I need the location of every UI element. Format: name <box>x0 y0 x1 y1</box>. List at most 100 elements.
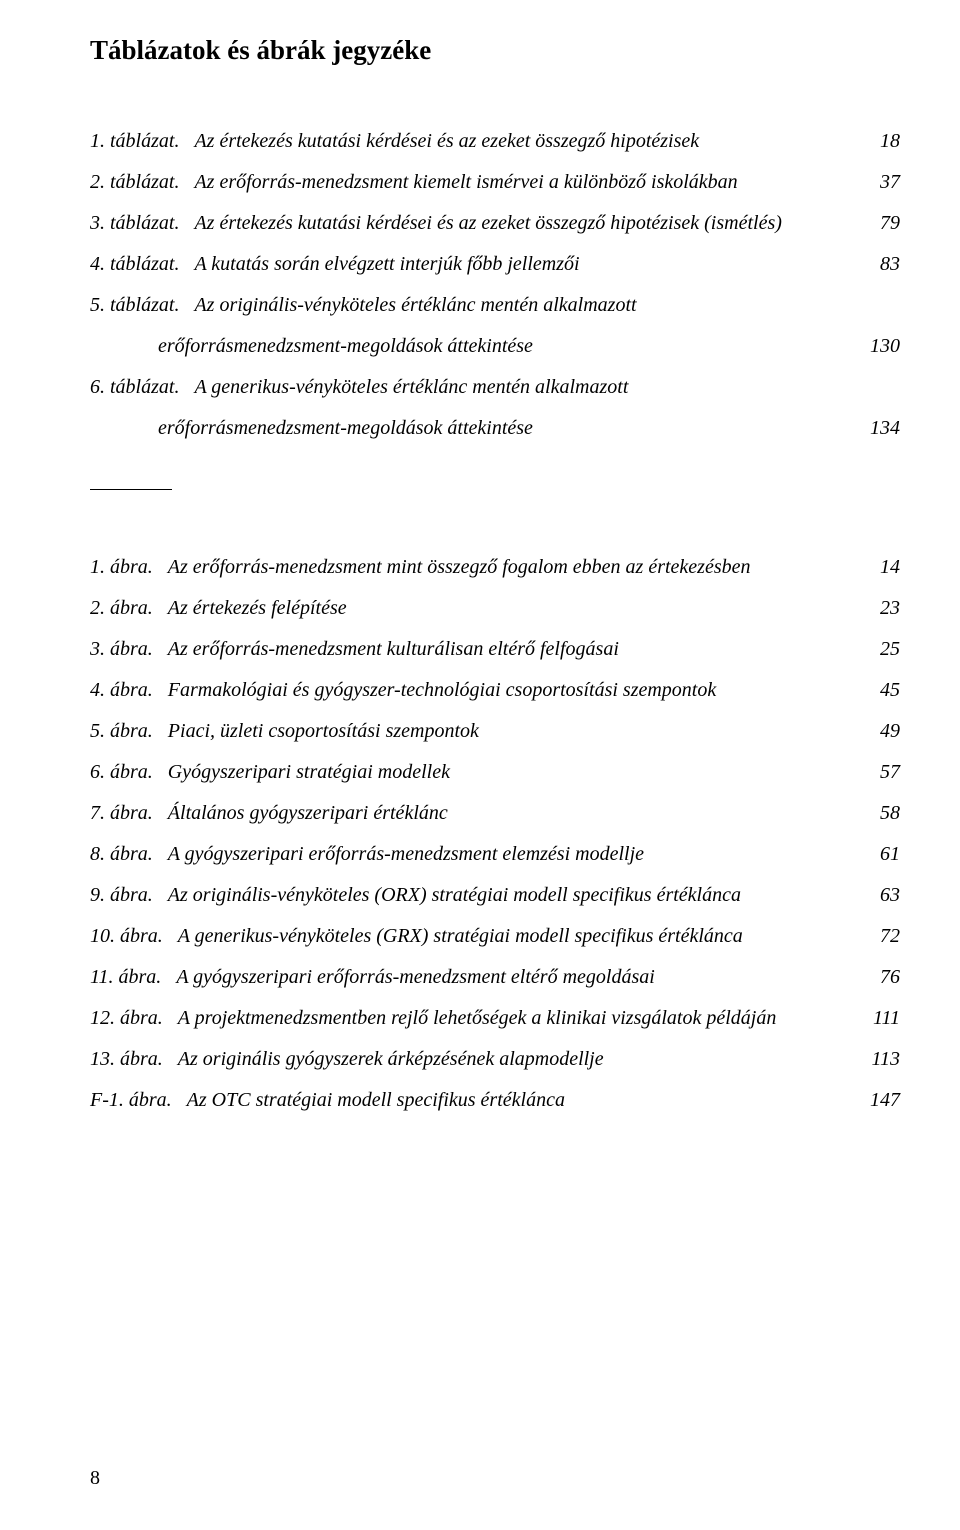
entry-prefix: 10. ábra. <box>90 925 163 947</box>
entry-text <box>168 1007 178 1029</box>
entry-label: 2. táblázat. Az erőforrás-menedzsment ki… <box>90 162 854 203</box>
entry-text <box>184 376 194 398</box>
entry-text <box>158 843 168 865</box>
entry-text <box>177 1089 187 1111</box>
spacer <box>90 507 900 547</box>
entry-text <box>158 597 168 619</box>
entry-page: 61 <box>854 834 900 875</box>
entry-text <box>168 925 178 947</box>
entry-prefix: 2. táblázat. <box>90 171 179 193</box>
entry-label: 4. ábra. Farmakológiai és gyógyszer-tech… <box>90 670 854 711</box>
entry-text <box>158 884 168 906</box>
entry-prefix: 1. táblázat. <box>90 130 179 152</box>
entry-prefix: 3. táblázat. <box>90 212 179 234</box>
figure-entry: 5. ábra. Piaci, üzleti csoportosítási sz… <box>90 711 900 752</box>
table-entry: 3. táblázat. Az értekezés kutatási kérdé… <box>90 203 900 244</box>
table-entry: 1. táblázat. Az értekezés kutatási kérdé… <box>90 121 900 162</box>
page-number: 8 <box>90 1467 100 1490</box>
entry-page-empty <box>854 367 900 408</box>
entry-label: 12. ábra. A projektmenedzsmentben rejlő … <box>90 998 854 1039</box>
table-entry: 4. táblázat. A kutatás során elvégzett i… <box>90 244 900 285</box>
entry-page: 23 <box>854 588 900 629</box>
figure-entry: 6. ábra. Gyógyszeripari stratégiai model… <box>90 752 900 793</box>
entry-text <box>184 253 194 275</box>
entry-page: 18 <box>854 121 900 162</box>
entry-text <box>184 212 194 234</box>
entry-label: 3. ábra. Az erőforrás-menedzsment kultur… <box>90 629 854 670</box>
entry-page: 49 <box>854 711 900 752</box>
entry-label: 9. ábra. Az originális-vényköteles (ORX)… <box>90 875 854 916</box>
figure-entry: 12. ábra. A projektmenedzsmentben rejlő … <box>90 998 900 1039</box>
entry-page: 130 <box>854 326 900 367</box>
entry-label: 4. táblázat. A kutatás során elvégzett i… <box>90 244 854 285</box>
entry-text <box>184 130 194 152</box>
separator-line <box>90 489 172 490</box>
entry-text <box>168 1048 178 1070</box>
entry-prefix: 4. ábra. <box>90 679 153 701</box>
entry-page: 76 <box>854 957 900 998</box>
entry-page: 134 <box>854 408 900 449</box>
entry-text: A generikus-vényköteles (GRX) stratégiai… <box>178 925 743 947</box>
figure-entry: 1. ábra. Az erőforrás-menedzsment mint ö… <box>90 547 900 588</box>
entry-text: Az erőforrás-menedzsment kulturálisan el… <box>168 638 619 660</box>
entry-text: Az értekezés kutatási kérdései és az eze… <box>194 212 781 234</box>
entry-prefix: 8. ábra. <box>90 843 153 865</box>
entry-prefix: 5. ábra. <box>90 720 153 742</box>
entry-prefix: 9. ábra. <box>90 884 153 906</box>
entry-text: Az erőforrás-menedzsment kiemelt ismérve… <box>194 171 737 193</box>
page-title: Táblázatok és ábrák jegyzéke <box>90 35 900 66</box>
entry-text <box>158 679 168 701</box>
entry-prefix: 1. ábra. <box>90 556 153 578</box>
entry-text: Az értekezés felépítése <box>168 597 347 619</box>
figure-entry: 9. ábra. Az originális-vényköteles (ORX)… <box>90 875 900 916</box>
entry-page: 111 <box>854 998 900 1039</box>
entry-text: Az értekezés kutatási kérdései és az eze… <box>194 130 699 152</box>
entry-label: 3. táblázat. Az értekezés kutatási kérdé… <box>90 203 854 244</box>
figure-entry: F-1. ábra. Az OTC stratégiai modell spec… <box>90 1080 900 1121</box>
entry-label: 11. ábra. A gyógyszeripari erőforrás-men… <box>90 957 854 998</box>
entry-prefix: 12. ábra. <box>90 1007 163 1029</box>
entry-page: 79 <box>854 203 900 244</box>
entry-prefix: 5. táblázat. <box>90 294 179 316</box>
entry-label: 2. ábra. Az értekezés felépítése <box>90 588 854 629</box>
entry-text: Az erőforrás-menedzsment mint összegző f… <box>168 556 751 578</box>
entry-text <box>158 720 168 742</box>
entry-label: 5. táblázat. Az originális-vényköteles é… <box>90 285 854 326</box>
entry-page: 63 <box>854 875 900 916</box>
entry-label: 6. ábra. Gyógyszeripari stratégiai model… <box>90 752 854 793</box>
entry-text: A gyógyszeripari erőforrás-menedzsment e… <box>168 843 644 865</box>
figure-entry: 10. ábra. A generikus-vényköteles (GRX) … <box>90 916 900 957</box>
entry-label: 5. ábra. Piaci, üzleti csoportosítási sz… <box>90 711 854 752</box>
entry-label: 1. ábra. Az erőforrás-menedzsment mint ö… <box>90 547 854 588</box>
entry-label: F-1. ábra. Az OTC stratégiai modell spec… <box>90 1080 854 1121</box>
entry-text: A kutatás során elvégzett interjúk főbb … <box>194 253 579 275</box>
entry-page: 72 <box>854 916 900 957</box>
entry-page: 25 <box>854 629 900 670</box>
entry-text: erőforrásmenedzsment-megoldások áttekint… <box>158 335 533 357</box>
entry-text: Az originális-vényköteles (ORX) stratégi… <box>168 884 741 906</box>
entry-prefix: 4. táblázat. <box>90 253 179 275</box>
entry-text <box>158 556 168 578</box>
entry-prefix: 6. táblázat. <box>90 376 179 398</box>
entry-page: 147 <box>854 1080 900 1121</box>
entry-page: 57 <box>854 752 900 793</box>
table-entry-continuation: erőforrásmenedzsment-megoldások áttekint… <box>90 326 900 367</box>
entry-text <box>166 966 176 988</box>
entry-text <box>158 638 168 660</box>
entry-text: Az originális gyógyszerek árképzésének a… <box>178 1048 604 1070</box>
entry-text: Farmakológiai és gyógyszer-technológiai … <box>168 679 716 701</box>
entry-text: A gyógyszeripari erőforrás-menedzsment e… <box>176 966 654 988</box>
entry-prefix: F-1. ábra. <box>90 1089 172 1111</box>
entry-label: 10. ábra. A generikus-vényköteles (GRX) … <box>90 916 854 957</box>
entry-page-empty <box>854 285 900 326</box>
table-entry-continuation: erőforrásmenedzsment-megoldások áttekint… <box>90 408 900 449</box>
entry-text: Piaci, üzleti csoportosítási szempontok <box>168 720 479 742</box>
entry-prefix: 6. ábra. <box>90 761 153 783</box>
entry-prefix: 7. ábra. <box>90 802 153 824</box>
entry-prefix: 3. ábra. <box>90 638 153 660</box>
entry-text: Az OTC stratégiai modell specifikus érté… <box>187 1089 565 1111</box>
figure-entry: 3. ábra. Az erőforrás-menedzsment kultur… <box>90 629 900 670</box>
entry-text <box>184 171 194 193</box>
figure-entry: 7. ábra. Általános gyógyszeripari értékl… <box>90 793 900 834</box>
entry-page: 37 <box>854 162 900 203</box>
